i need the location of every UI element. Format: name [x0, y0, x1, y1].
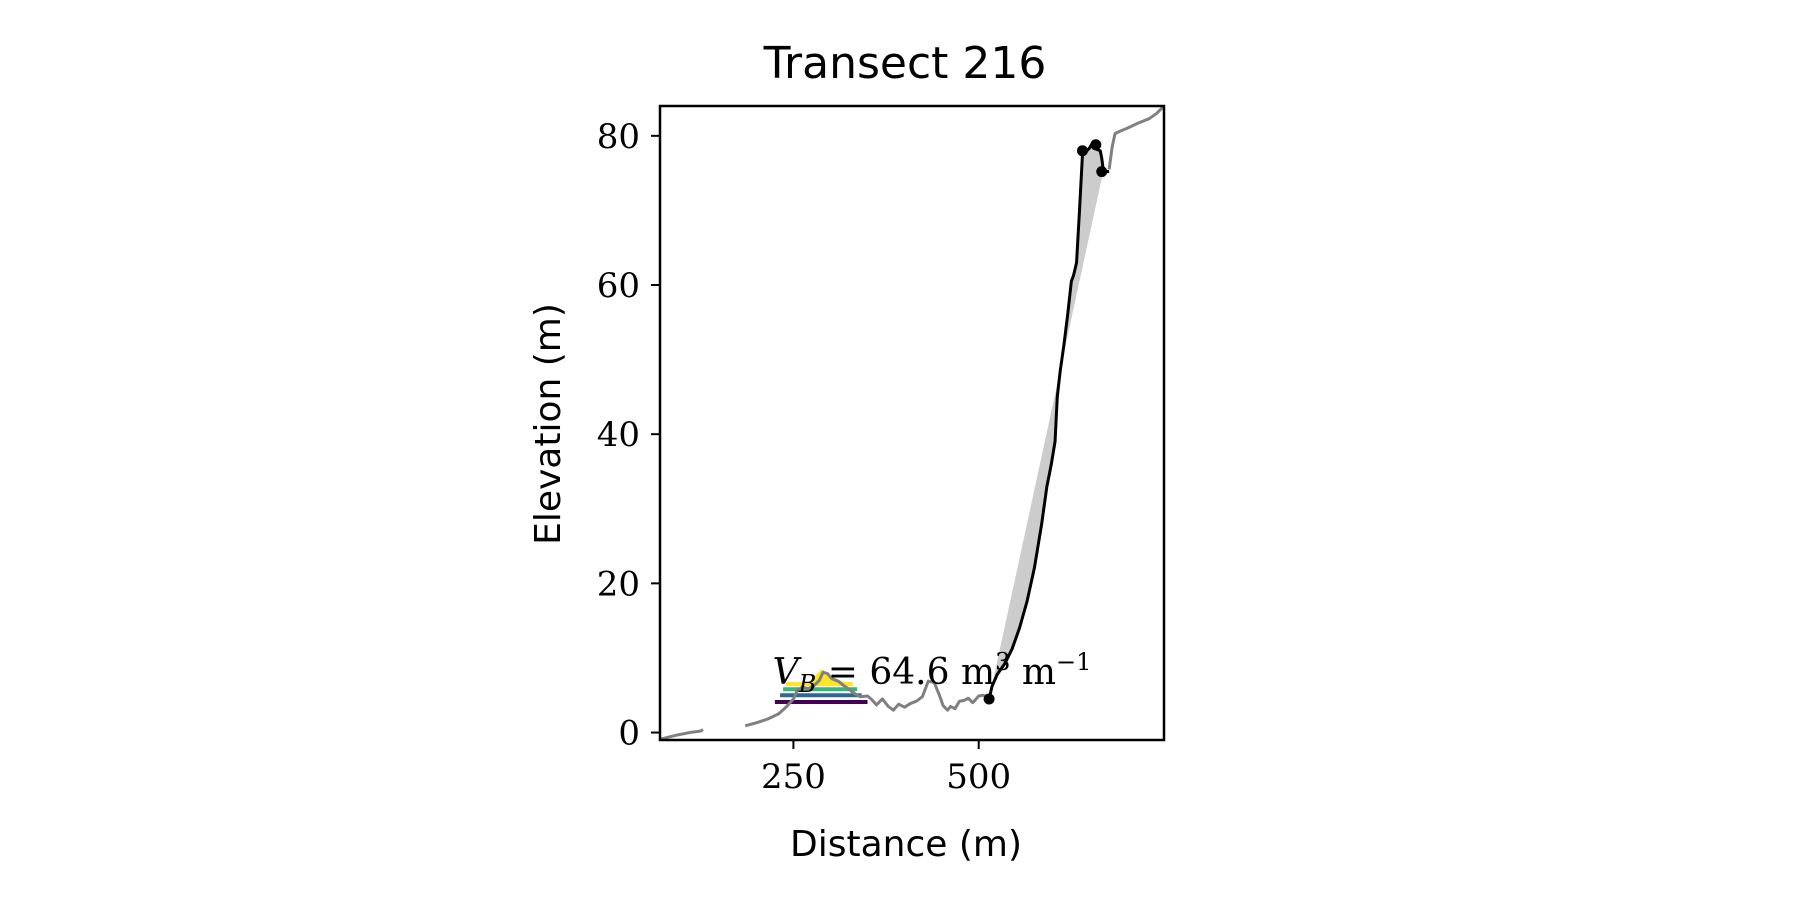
- y-tick-label: 0: [618, 714, 640, 754]
- volume-label: VB = 64.6 m3 m−1: [773, 648, 1092, 698]
- series-ground-profile-left: [660, 728, 704, 740]
- volume-sup-2: −1: [1056, 648, 1091, 676]
- volume-symbol: V: [773, 652, 803, 693]
- y-axis-label: Elevation (m): [528, 303, 569, 545]
- series-ground-profile: [744, 670, 989, 728]
- x-tick-label: 250: [761, 757, 826, 797]
- y-tick-label: 80: [597, 117, 640, 157]
- volume-subscript: B: [798, 670, 817, 698]
- shaded-area: [989, 144, 1110, 699]
- y-tick-label: 40: [597, 415, 640, 455]
- y-tick-label: 20: [597, 564, 640, 604]
- volume-value: = 64.6 m: [816, 652, 995, 693]
- x-tick-label: 500: [946, 757, 1011, 797]
- cliff-markers: [983, 139, 1108, 705]
- cliff-marker-1: [983, 693, 995, 705]
- y-tick-label: 60: [597, 266, 640, 306]
- volume-sup-1: 3: [995, 648, 1010, 676]
- shaded-region-layer: [989, 144, 1110, 699]
- series-ground-profile-top: [1107, 106, 1164, 170]
- chart-title: Transect 216: [763, 38, 1047, 89]
- plot-frame: [658, 104, 1166, 742]
- cliff-marker-2: [1076, 145, 1088, 157]
- x-axis-label: Distance (m): [790, 824, 1022, 865]
- axes: 250 500 0 20 40 60 80: [597, 104, 1166, 797]
- cliff-marker-4: [1096, 166, 1108, 178]
- volume-annotation: VB = 64.6 m3 m−1: [773, 648, 1092, 698]
- volume-unit-2: m: [1010, 652, 1056, 693]
- cliff-marker-3: [1090, 139, 1102, 151]
